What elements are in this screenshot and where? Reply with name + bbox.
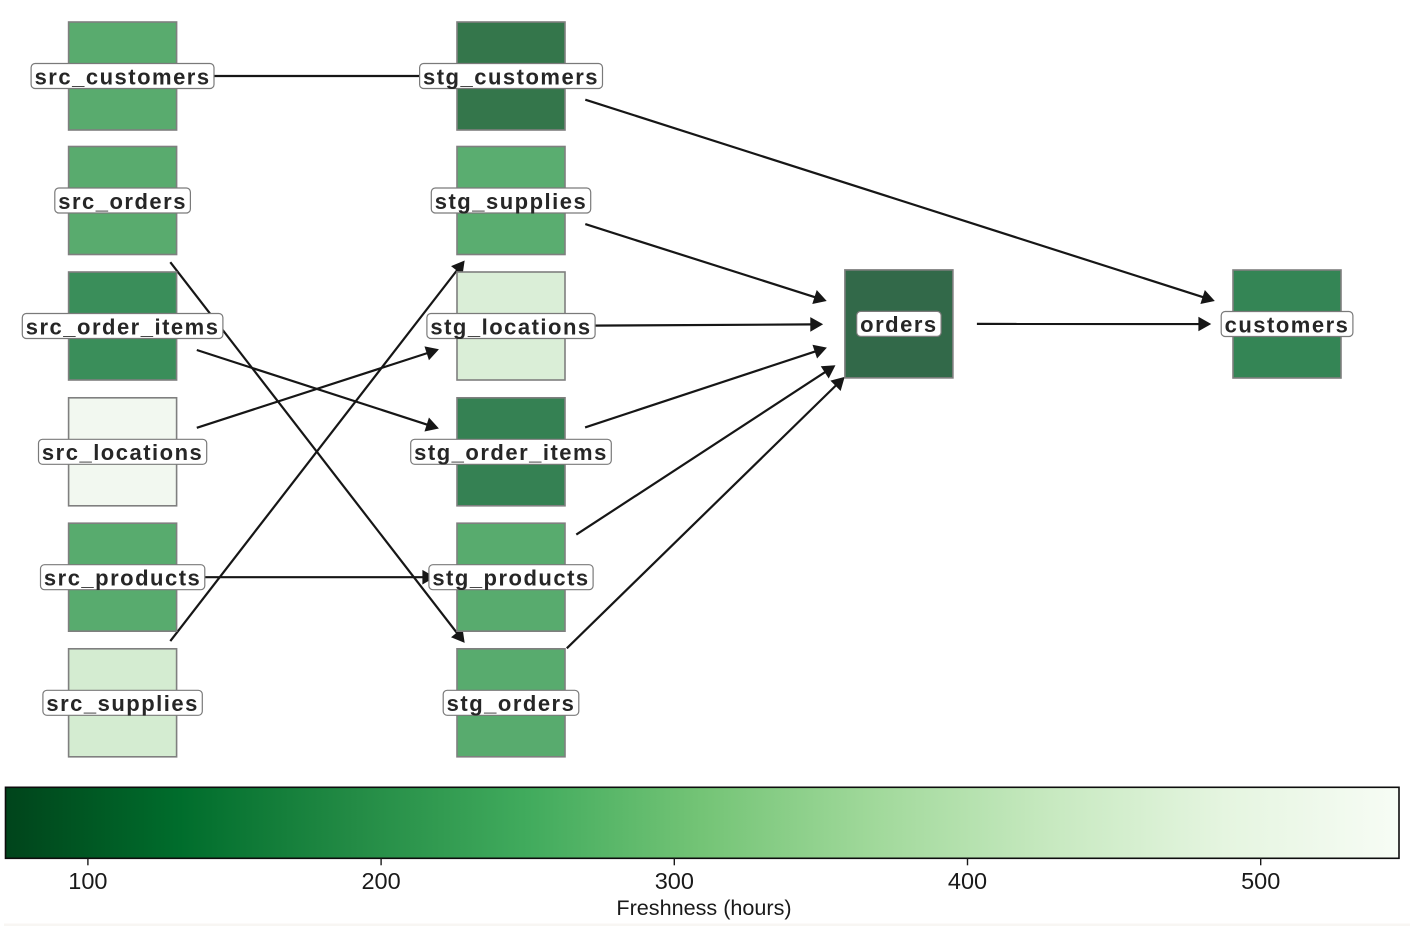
svg-text:stg_locations: stg_locations (430, 314, 591, 339)
svg-text:customers: customers (1225, 312, 1350, 337)
svg-text:200: 200 (361, 868, 400, 894)
svg-text:stg_products: stg_products (432, 566, 589, 591)
svg-text:400: 400 (948, 868, 987, 894)
svg-text:src_products: src_products (44, 566, 201, 591)
svg-text:src_order_items: src_order_items (26, 314, 220, 339)
svg-text:300: 300 (655, 868, 694, 894)
svg-text:stg_orders: stg_orders (447, 691, 576, 716)
svg-text:Freshness (hours): Freshness (hours) (616, 895, 791, 920)
svg-text:stg_customers: stg_customers (423, 64, 599, 89)
svg-text:src_customers: src_customers (35, 64, 211, 89)
svg-text:100: 100 (68, 868, 107, 894)
svg-text:src_orders: src_orders (58, 189, 187, 214)
svg-text:src_locations: src_locations (42, 440, 203, 465)
svg-text:src_supplies: src_supplies (46, 691, 199, 716)
svg-text:stg_order_items: stg_order_items (414, 440, 608, 465)
svg-text:500: 500 (1241, 868, 1280, 894)
svg-text:orders: orders (860, 312, 937, 337)
svg-text:stg_supplies: stg_supplies (435, 189, 587, 214)
